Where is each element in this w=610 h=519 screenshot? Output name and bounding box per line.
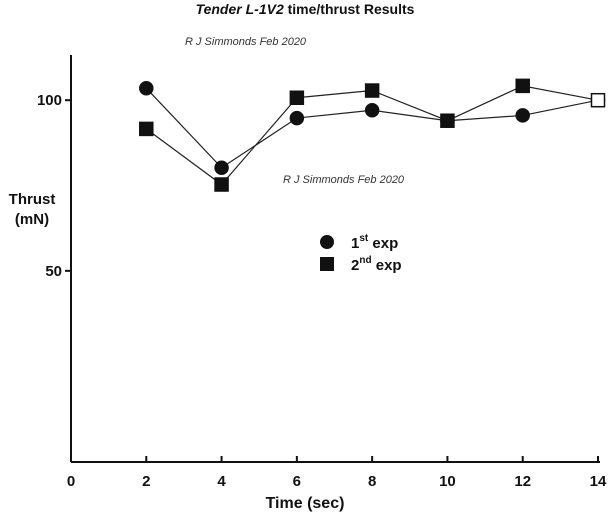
legend-label-1st-exp: 1st exp [351, 233, 398, 252]
legend-marker-circle [320, 235, 334, 249]
series2-point [289, 90, 305, 106]
x-tick-label: 4 [217, 473, 226, 490]
legend-label-2nd-exp: 2nd exp [351, 255, 402, 274]
legend-marker-square [320, 257, 334, 271]
series2-point [515, 78, 530, 94]
y-tick-label: 100 [37, 92, 62, 109]
x-tick-label: 6 [293, 473, 301, 490]
series2-point [440, 113, 455, 128]
series2-point [364, 83, 380, 98]
y-axis-label: Thrust (mN) [4, 190, 60, 230]
x-axis-label: Time (sec) [265, 495, 345, 512]
y-axis-label-line2: (mN) [14, 211, 50, 228]
series-line-2 [145, 85, 599, 186]
x-tick-label: 12 [514, 473, 531, 490]
credit-label-top: R J Simmonds Feb 2020 [185, 36, 307, 48]
x-tick-label: 10 [439, 473, 456, 490]
series2-point [139, 121, 154, 137]
x-tick-label: 2 [142, 473, 150, 490]
series-line-1 [145, 87, 599, 169]
x-tick-label: 14 [590, 473, 607, 490]
series1-point [364, 103, 380, 118]
x-tick-label: 0 [67, 473, 75, 490]
chart-title: Tender L-1V2 time/thrust Results [0, 1, 610, 17]
series2-point [214, 177, 229, 192]
series1-point [515, 108, 530, 123]
series1-point [139, 80, 154, 96]
title-rest-part: time/thrust Results [283, 1, 415, 17]
series2-point [590, 92, 606, 108]
title-italic-part: Tender L-1V2 [195, 1, 284, 17]
credit-label-middle: R J Simmonds Feb 2020 [283, 174, 405, 186]
series1-point [214, 160, 229, 176]
series1-point [289, 110, 305, 126]
y-axis-label-line1: Thrust [8, 191, 56, 208]
y-tick-label: 50 [45, 263, 62, 280]
x-tick-label: 8 [368, 473, 376, 490]
